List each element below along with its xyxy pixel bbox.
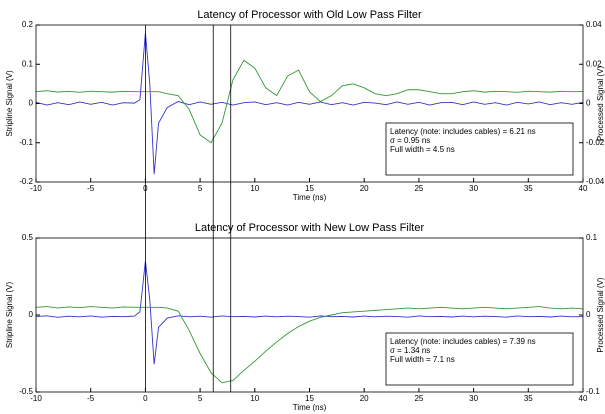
x-tick-label: 40 xyxy=(579,184,588,193)
y-tick-label: 0.2 xyxy=(22,20,34,29)
annotation-text: Latency (note: includes cables) = 7.39 n… xyxy=(390,337,536,346)
y2-tick-label: 0.1 xyxy=(586,233,598,242)
y2-axis-label: Processed Signal (V) xyxy=(596,66,605,141)
series-line xyxy=(35,32,584,175)
y-axis-label: Stripline Signal (V) xyxy=(5,282,14,349)
y-tick-label: 0 xyxy=(29,310,34,319)
y-tick-label: 0.5 xyxy=(22,233,34,242)
x-tick-label: 25 xyxy=(414,184,423,193)
y-tick-label: 0.1 xyxy=(22,59,34,68)
x-tick-label: -10 xyxy=(30,184,42,193)
x-tick-label: 10 xyxy=(250,394,259,403)
y-tick-label: 0 xyxy=(29,99,34,108)
y2-tick-label: 0 xyxy=(586,310,591,319)
annotation-text: Latency (note: includes cables) = 6.21 n… xyxy=(390,127,536,136)
x-tick-label: 20 xyxy=(360,394,369,403)
x-tick-label: -5 xyxy=(87,184,95,193)
y2-tick-label: 0.04 xyxy=(586,20,602,29)
series-line xyxy=(35,261,584,365)
x-tick-label: 40 xyxy=(579,394,588,403)
x-tick-label: 35 xyxy=(524,394,533,403)
x-tick-label: 5 xyxy=(198,184,203,193)
x-tick-label: -5 xyxy=(87,394,95,403)
annotation-box xyxy=(385,122,574,176)
chart-title: Latency of Processor with New Low Pass F… xyxy=(195,222,425,234)
y2-axis-label: Processed Signal (V) xyxy=(596,277,605,352)
y-tick-label: -0.2 xyxy=(19,177,33,186)
annotation-box xyxy=(385,332,574,386)
x-tick-label: 15 xyxy=(305,184,314,193)
axes-frame xyxy=(35,24,584,183)
annotation-text: σ = 0.95 ns xyxy=(390,136,430,145)
x-axis-label: Time (ns) xyxy=(293,403,327,412)
y-axis-label: Stripline Signal (V) xyxy=(5,70,14,137)
y2-tick-label: -0.04 xyxy=(586,177,605,186)
x-tick-label: 30 xyxy=(469,394,478,403)
y-tick-label: -0.1 xyxy=(19,138,33,147)
series-line xyxy=(35,59,584,144)
annotation-text: Full width = 4.5 ns xyxy=(390,145,455,154)
y2-tick-label: 0 xyxy=(586,99,591,108)
chart-title: Latency of Processor with Old Low Pass F… xyxy=(197,9,422,21)
x-tick-label: -10 xyxy=(30,394,42,403)
x-tick-label: 0 xyxy=(143,394,148,403)
y-tick-label: -0.5 xyxy=(19,387,33,396)
y2-tick-label: -0.1 xyxy=(586,387,600,396)
x-tick-label: 10 xyxy=(250,184,259,193)
x-axis-label: Time (ns) xyxy=(293,193,327,202)
x-tick-label: 5 xyxy=(198,394,203,403)
y2-tick-label: -0.02 xyxy=(586,138,605,147)
annotation-text: σ = 1.34 ns xyxy=(390,346,430,355)
x-tick-label: 25 xyxy=(414,394,423,403)
x-tick-label: 20 xyxy=(360,184,369,193)
series-line xyxy=(35,306,584,384)
annotation-text: Full width = 7.1 ns xyxy=(390,355,455,364)
x-tick-label: 35 xyxy=(524,184,533,193)
x-tick-label: 15 xyxy=(305,394,314,403)
y2-tick-label: 0.02 xyxy=(586,59,602,68)
x-tick-label: 30 xyxy=(469,184,478,193)
axes-frame xyxy=(35,237,584,393)
